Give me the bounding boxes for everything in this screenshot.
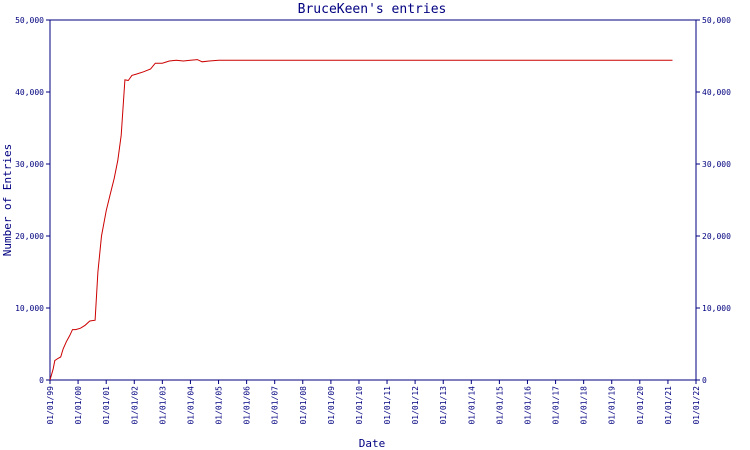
x-tick-label: 01/01/10	[355, 386, 364, 425]
y-tick-label-left: 0	[39, 376, 44, 385]
plot-frame	[49, 19, 697, 381]
y-axis-left: 0 10,000 20,000 30,000 40,000 50,000	[15, 16, 50, 385]
x-tick-label: 01/01/05	[215, 386, 224, 425]
x-tick-label: 01/01/06	[243, 386, 252, 425]
x-tick-label: 01/01/20	[636, 386, 645, 425]
x-tick-label: 01/01/22	[692, 386, 701, 425]
x-tick-label: 01/01/03	[158, 386, 167, 425]
y-axis-right: 0 10,000 20,000 30,000 40,000 50,000	[696, 16, 731, 385]
series-line	[49, 59, 673, 381]
y-tick-label-right: 30,000	[702, 160, 731, 169]
x-tick-label: 01/01/17	[552, 386, 561, 425]
y-axis-label: Number of Entries	[1, 144, 14, 257]
x-tick-label: 01/01/21	[664, 386, 673, 425]
x-tick-label: 01/01/18	[580, 386, 589, 425]
x-tick-label: 01/01/04	[186, 386, 195, 425]
x-tick-label: 01/01/14	[467, 386, 476, 425]
y-tick-label-left: 50,000	[15, 16, 44, 25]
chart-title: BruceKeen's entries	[298, 2, 447, 17]
x-tick-label: 01/01/08	[299, 386, 308, 425]
y-tick-label-left: 10,000	[15, 304, 44, 313]
x-axis: 01/01/99 01/01/00 01/01/01 01/01/02 01/01/03…	[46, 380, 701, 425]
x-tick-label: 01/01/13	[439, 386, 448, 425]
y-tick-label-right: 20,000	[702, 232, 731, 241]
y-tick-label-left: 30,000	[15, 160, 44, 169]
x-axis-label: Date	[359, 437, 386, 450]
y-tick-label-right: 40,000	[702, 88, 731, 97]
x-tick-label: 01/01/16	[523, 386, 532, 425]
x-tick-label: 01/01/01	[102, 386, 111, 425]
x-tick-label: 01/01/09	[327, 386, 336, 425]
y-tick-label-left: 20,000	[15, 232, 44, 241]
x-tick-label: 01/01/02	[130, 386, 139, 425]
x-tick-label: 01/01/12	[411, 386, 420, 425]
y-tick-label-left: 40,000	[15, 88, 44, 97]
y-tick-label-right: 0	[702, 376, 707, 385]
y-tick-label-right: 10,000	[702, 304, 731, 313]
x-tick-label: 01/01/99	[46, 386, 55, 425]
x-tick-label: 01/01/19	[608, 386, 617, 425]
x-tick-label: 01/01/11	[383, 386, 392, 425]
x-tick-label: 01/01/00	[74, 386, 83, 425]
x-tick-label: 01/01/07	[271, 386, 280, 425]
x-tick-label: 01/01/15	[495, 386, 504, 425]
y-tick-label-right: 50,000	[702, 16, 731, 25]
